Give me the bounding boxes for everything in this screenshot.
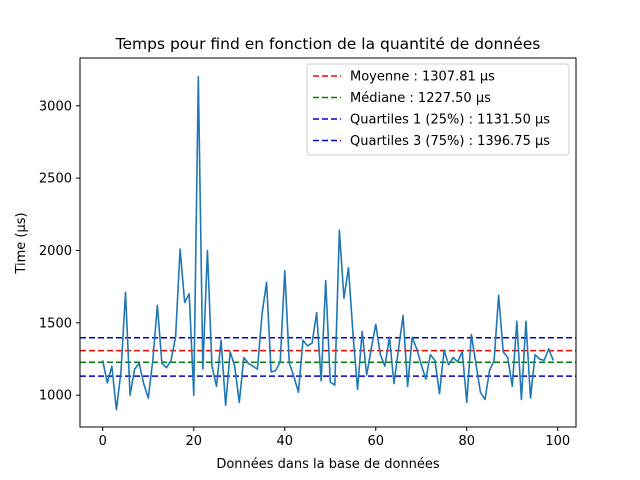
legend: Moyenne : 1307.81 µs Médiane : 1227.50 µs… [306, 63, 570, 156]
x-tick-label: 100 [545, 434, 570, 449]
legend-entry-label: Moyenne : 1307.81 µs [350, 70, 495, 85]
chart-title: Temps pour find en fonction de la quanti… [115, 35, 541, 53]
x-tick-label: 60 [368, 434, 385, 449]
x-tick-label: 0 [99, 434, 107, 449]
legend-entry-label: Quartiles 1 (25%) : 1131.50 µs [350, 113, 550, 128]
x-tick-label: 20 [185, 434, 202, 449]
y-tick-label: 1000 [39, 389, 72, 404]
x-tick-label: 80 [459, 434, 476, 449]
x-axis-label: Données dans la base de données [216, 457, 440, 472]
legend-entry-label: Quartiles 3 (75%) : 1396.75 µs [350, 134, 550, 149]
y-tick-label: 2000 [39, 244, 72, 259]
y-tick-label: 1500 [39, 316, 72, 331]
y-tick-label: 2500 [39, 172, 72, 187]
series-line-1 [101, 76, 554, 411]
plot-area: 0 20 40 60 80 100 1000 1500 2000 2500 3000 [39, 57, 577, 449]
axes-frame [79, 57, 577, 428]
legend-entry-label: Médiane : 1227.50 µs [350, 91, 491, 106]
legend-box [306, 63, 570, 156]
y-axis-label: Time (µs) [14, 212, 29, 274]
y-tick-label: 3000 [39, 99, 72, 114]
x-tick-label: 40 [276, 434, 293, 449]
